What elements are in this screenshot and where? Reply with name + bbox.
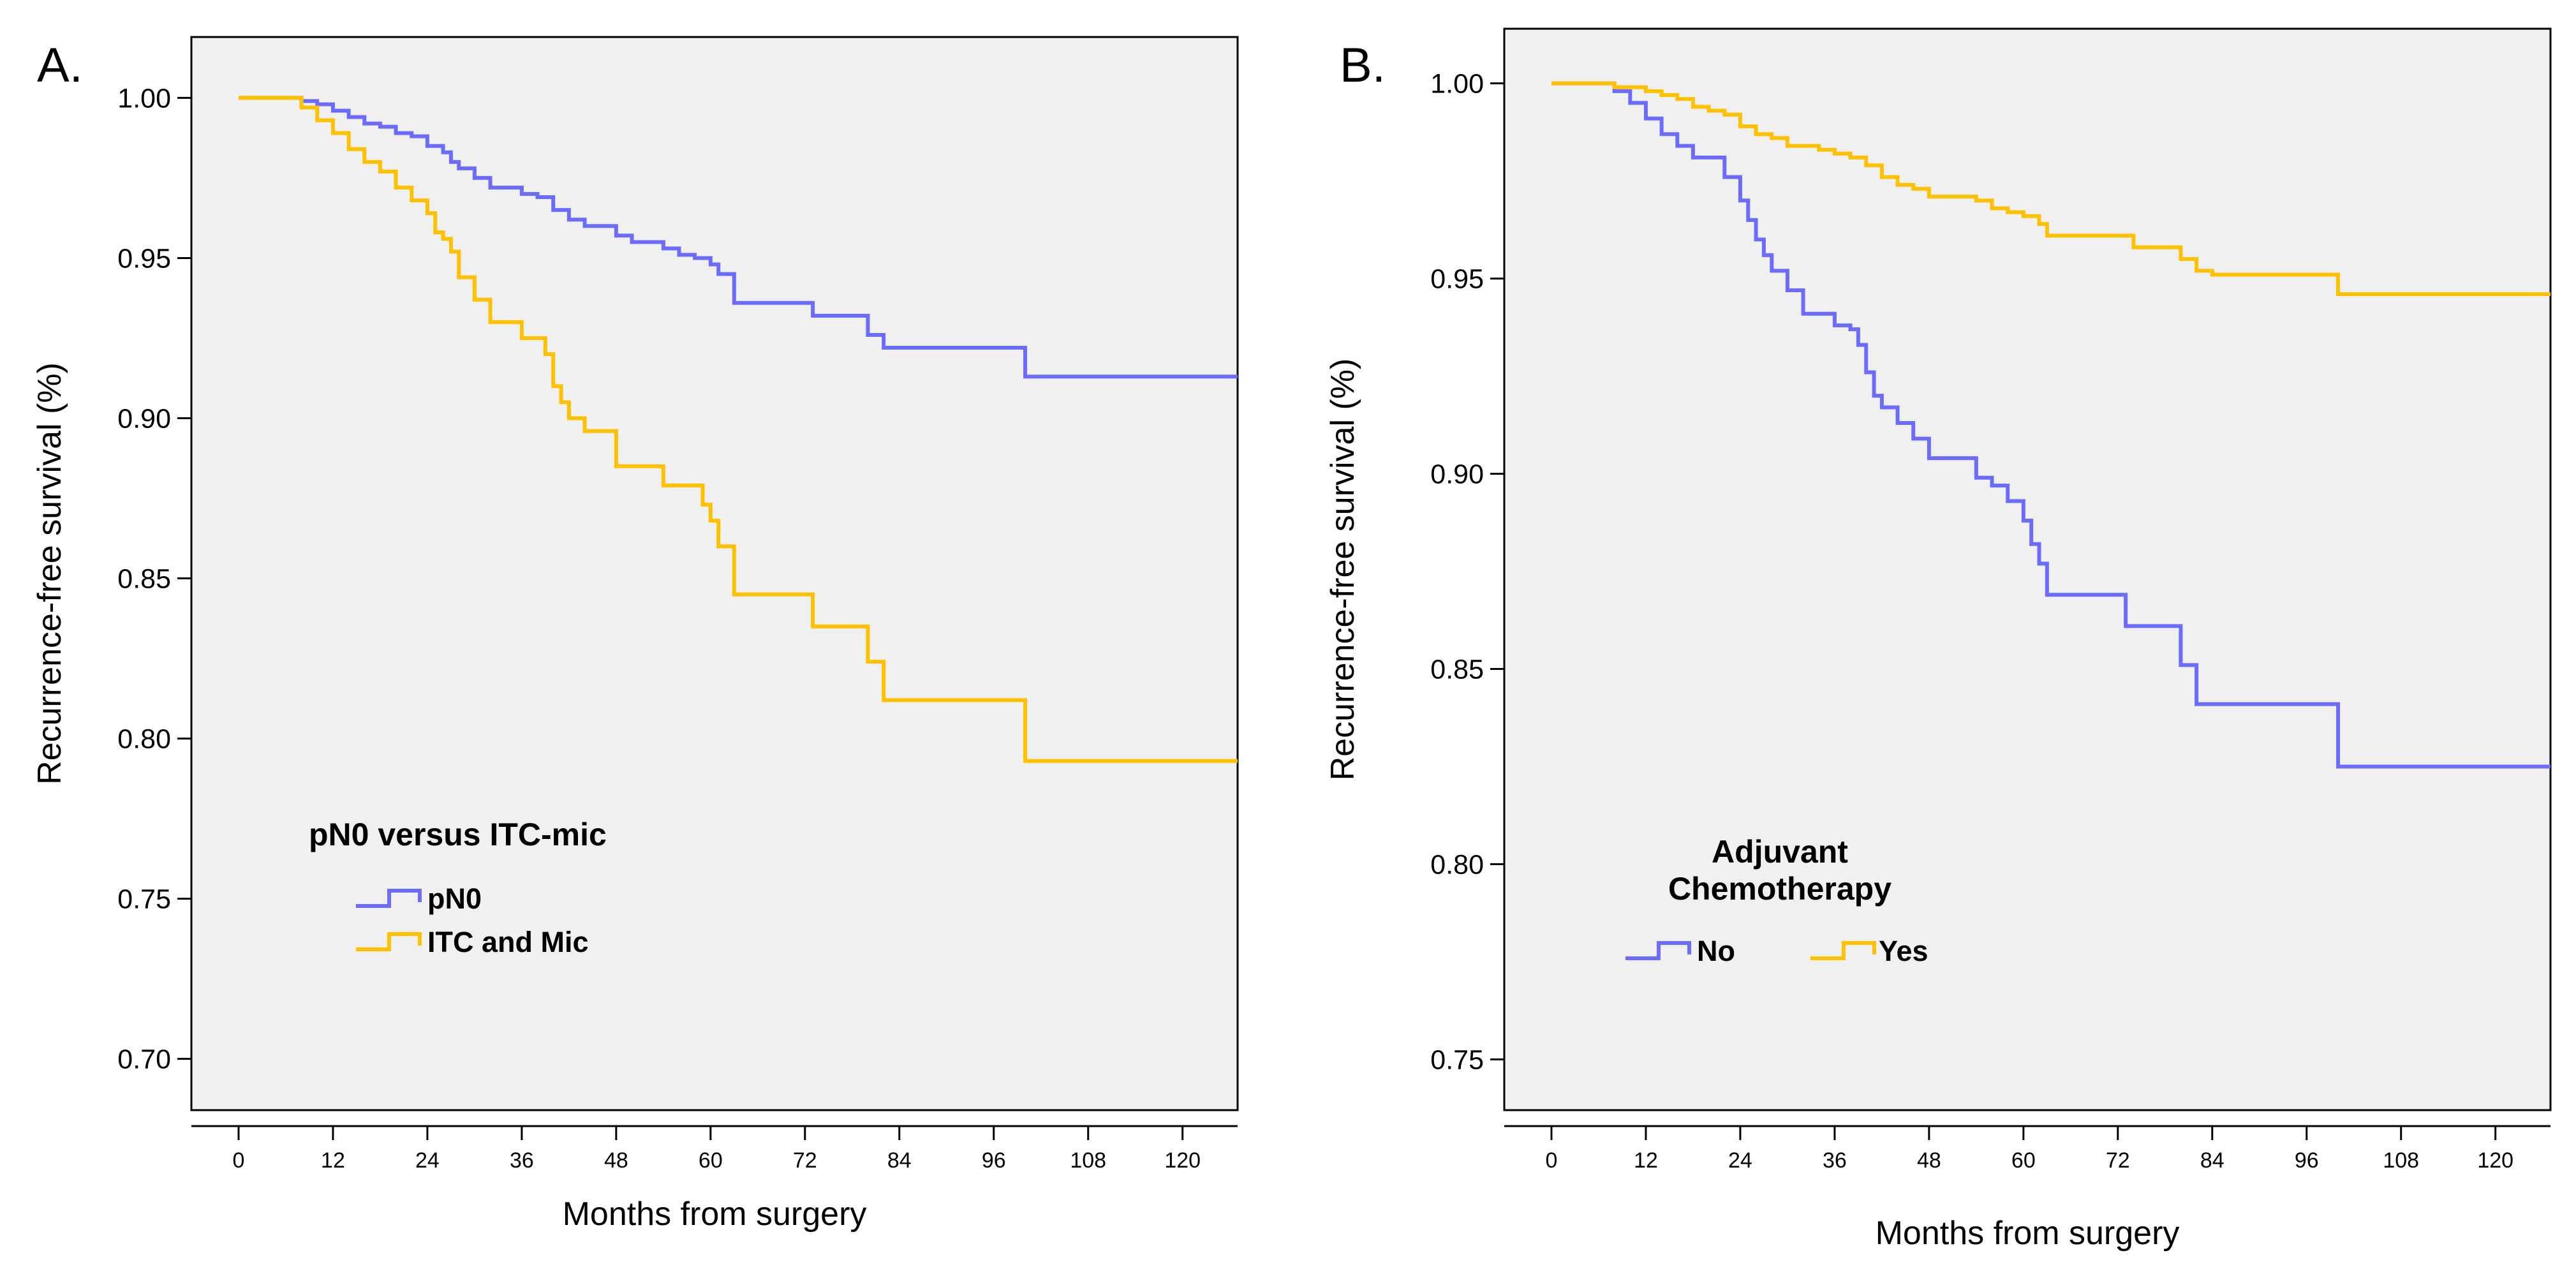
plot-area — [1503, 27, 2552, 1111]
x-tick-label: 60 — [2011, 1148, 2036, 1173]
x-tick-label: 24 — [415, 1148, 440, 1173]
survival-curve-pn0 — [238, 96, 1238, 379]
y-tick-label: 0.90 — [117, 403, 171, 434]
y-axis-title: Recurrence-free survival (%) — [1324, 359, 1361, 781]
legend-icon-1 — [356, 889, 422, 908]
panel-label: B. — [1340, 38, 1386, 93]
x-tick-label: 12 — [321, 1148, 345, 1173]
x-tick-label: 60 — [699, 1148, 723, 1173]
y-tick-label: 0.85 — [1430, 655, 1484, 685]
legend-title: pN0 versus ITC-mic — [309, 817, 607, 852]
panel-label: A. — [37, 38, 83, 93]
y-tick-label: 0.75 — [117, 884, 171, 915]
x-tick-label: 72 — [2106, 1148, 2130, 1173]
x-tick-label: 36 — [510, 1148, 534, 1173]
legend-label: pN0 — [427, 882, 482, 915]
legend-label: ITC and Mic — [427, 926, 589, 958]
x-tick-label: 36 — [1823, 1148, 1847, 1173]
legend: pN0 versus ITC-mic pN0 ITC and Mic — [309, 817, 607, 958]
x-tick-label: 84 — [887, 1148, 912, 1173]
x-tick-label: 84 — [2200, 1148, 2224, 1173]
panel-a-chart: 0.70 0.75 0.80 0.85 0.90 0.95 1.00 0 12 24 36 48 60 7… — [31, 36, 1239, 1233]
legend-icon-2 — [1810, 941, 1876, 960]
legend-title: Adjuvant Chemotherapy — [1668, 834, 1891, 907]
x-tick-label: 96 — [982, 1148, 1006, 1173]
x-tick-label: 108 — [2383, 1148, 2419, 1173]
legend-label: No — [1697, 935, 1735, 967]
x-axis-title: Months from surgery — [1876, 1215, 2180, 1252]
y-tick-label: 0.95 — [117, 243, 171, 274]
x-axis-title: Months from surgery — [563, 1196, 867, 1233]
x-tick-label: 12 — [1634, 1148, 1658, 1173]
x-tick-label: 0 — [1546, 1148, 1558, 1173]
y-tick-label: 1.00 — [1430, 69, 1484, 100]
y-tick-label: 0.70 — [117, 1044, 171, 1075]
x-tick-label: 120 — [1164, 1148, 1201, 1173]
panel-b-chart: 0.75 0.80 0.85 0.90 0.95 1.00 0 12 24 36 48 60 72 84 9… — [1324, 27, 2552, 1252]
x-tick-label: 108 — [1070, 1148, 1106, 1173]
x-tick-label: 0 — [233, 1148, 245, 1173]
y-axis-title: Recurrence-free survival (%) — [31, 362, 68, 785]
survival-curve-yes — [1551, 81, 2550, 297]
plot-area — [190, 36, 1239, 1111]
x-tick-label: 48 — [1917, 1148, 1941, 1173]
y-tick-label: 0.80 — [1430, 849, 1484, 880]
x-tick-label: 96 — [2295, 1148, 2319, 1173]
x-tick-label: 48 — [604, 1148, 628, 1173]
y-tick-label: 0.75 — [1430, 1044, 1484, 1075]
y-tick-label: 0.85 — [117, 564, 171, 595]
y-tick-label: 1.00 — [117, 83, 171, 114]
y-tick-label: 0.95 — [1430, 264, 1484, 295]
y-tick-label: 0.90 — [1430, 459, 1484, 490]
x-tick-label: 72 — [793, 1148, 817, 1173]
survival-curve-no — [1551, 81, 2550, 769]
x-tick-label: 120 — [2477, 1148, 2513, 1173]
legend-icon-2 — [356, 932, 422, 951]
survival-curve-itc-and-mic — [238, 96, 1238, 763]
legend: Adjuvant Chemotherapy No Yes — [1625, 834, 1928, 967]
y-tick-label: 0.80 — [117, 724, 171, 755]
legend-label: Yes — [1879, 935, 1928, 967]
x-tick-label: 24 — [1728, 1148, 1752, 1173]
legend-icon-1 — [1625, 941, 1691, 960]
